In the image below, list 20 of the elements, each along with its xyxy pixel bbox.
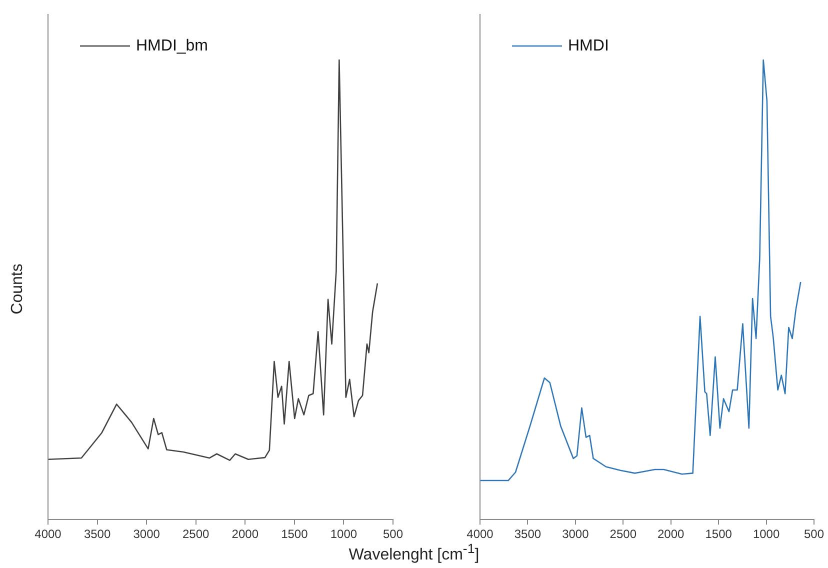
x-tick-label: 2500 bbox=[182, 527, 210, 542]
x-tick-label: 2000 bbox=[232, 527, 259, 542]
y-axis-title: Counts bbox=[9, 262, 27, 316]
x-tick-label: 2000 bbox=[658, 527, 685, 542]
x-tick-label: 1000 bbox=[752, 527, 780, 542]
x-tick-label: 500 bbox=[804, 527, 824, 542]
x-tick-label: 4000 bbox=[466, 527, 494, 542]
legend-label: HMDI_bm bbox=[136, 37, 208, 54]
x-axis-title: Wavelenght [cm$^{-1}$] bbox=[348, 541, 480, 564]
x-tick-label: 1500 bbox=[705, 527, 732, 542]
x-tick-label: 2500 bbox=[610, 527, 637, 542]
x-tick-label: 3500 bbox=[514, 527, 542, 542]
legend-label: HMDI bbox=[568, 37, 609, 54]
x-tick-label: 1500 bbox=[281, 527, 308, 542]
x-tick-label: 4000 bbox=[34, 527, 62, 542]
x-tick-label: 1000 bbox=[330, 527, 358, 542]
x-tick-label: 500 bbox=[382, 527, 404, 542]
x-tick-label: 3000 bbox=[133, 527, 160, 542]
x-tick-label: 3500 bbox=[84, 527, 111, 542]
x-tick-label: 3000 bbox=[562, 527, 590, 542]
